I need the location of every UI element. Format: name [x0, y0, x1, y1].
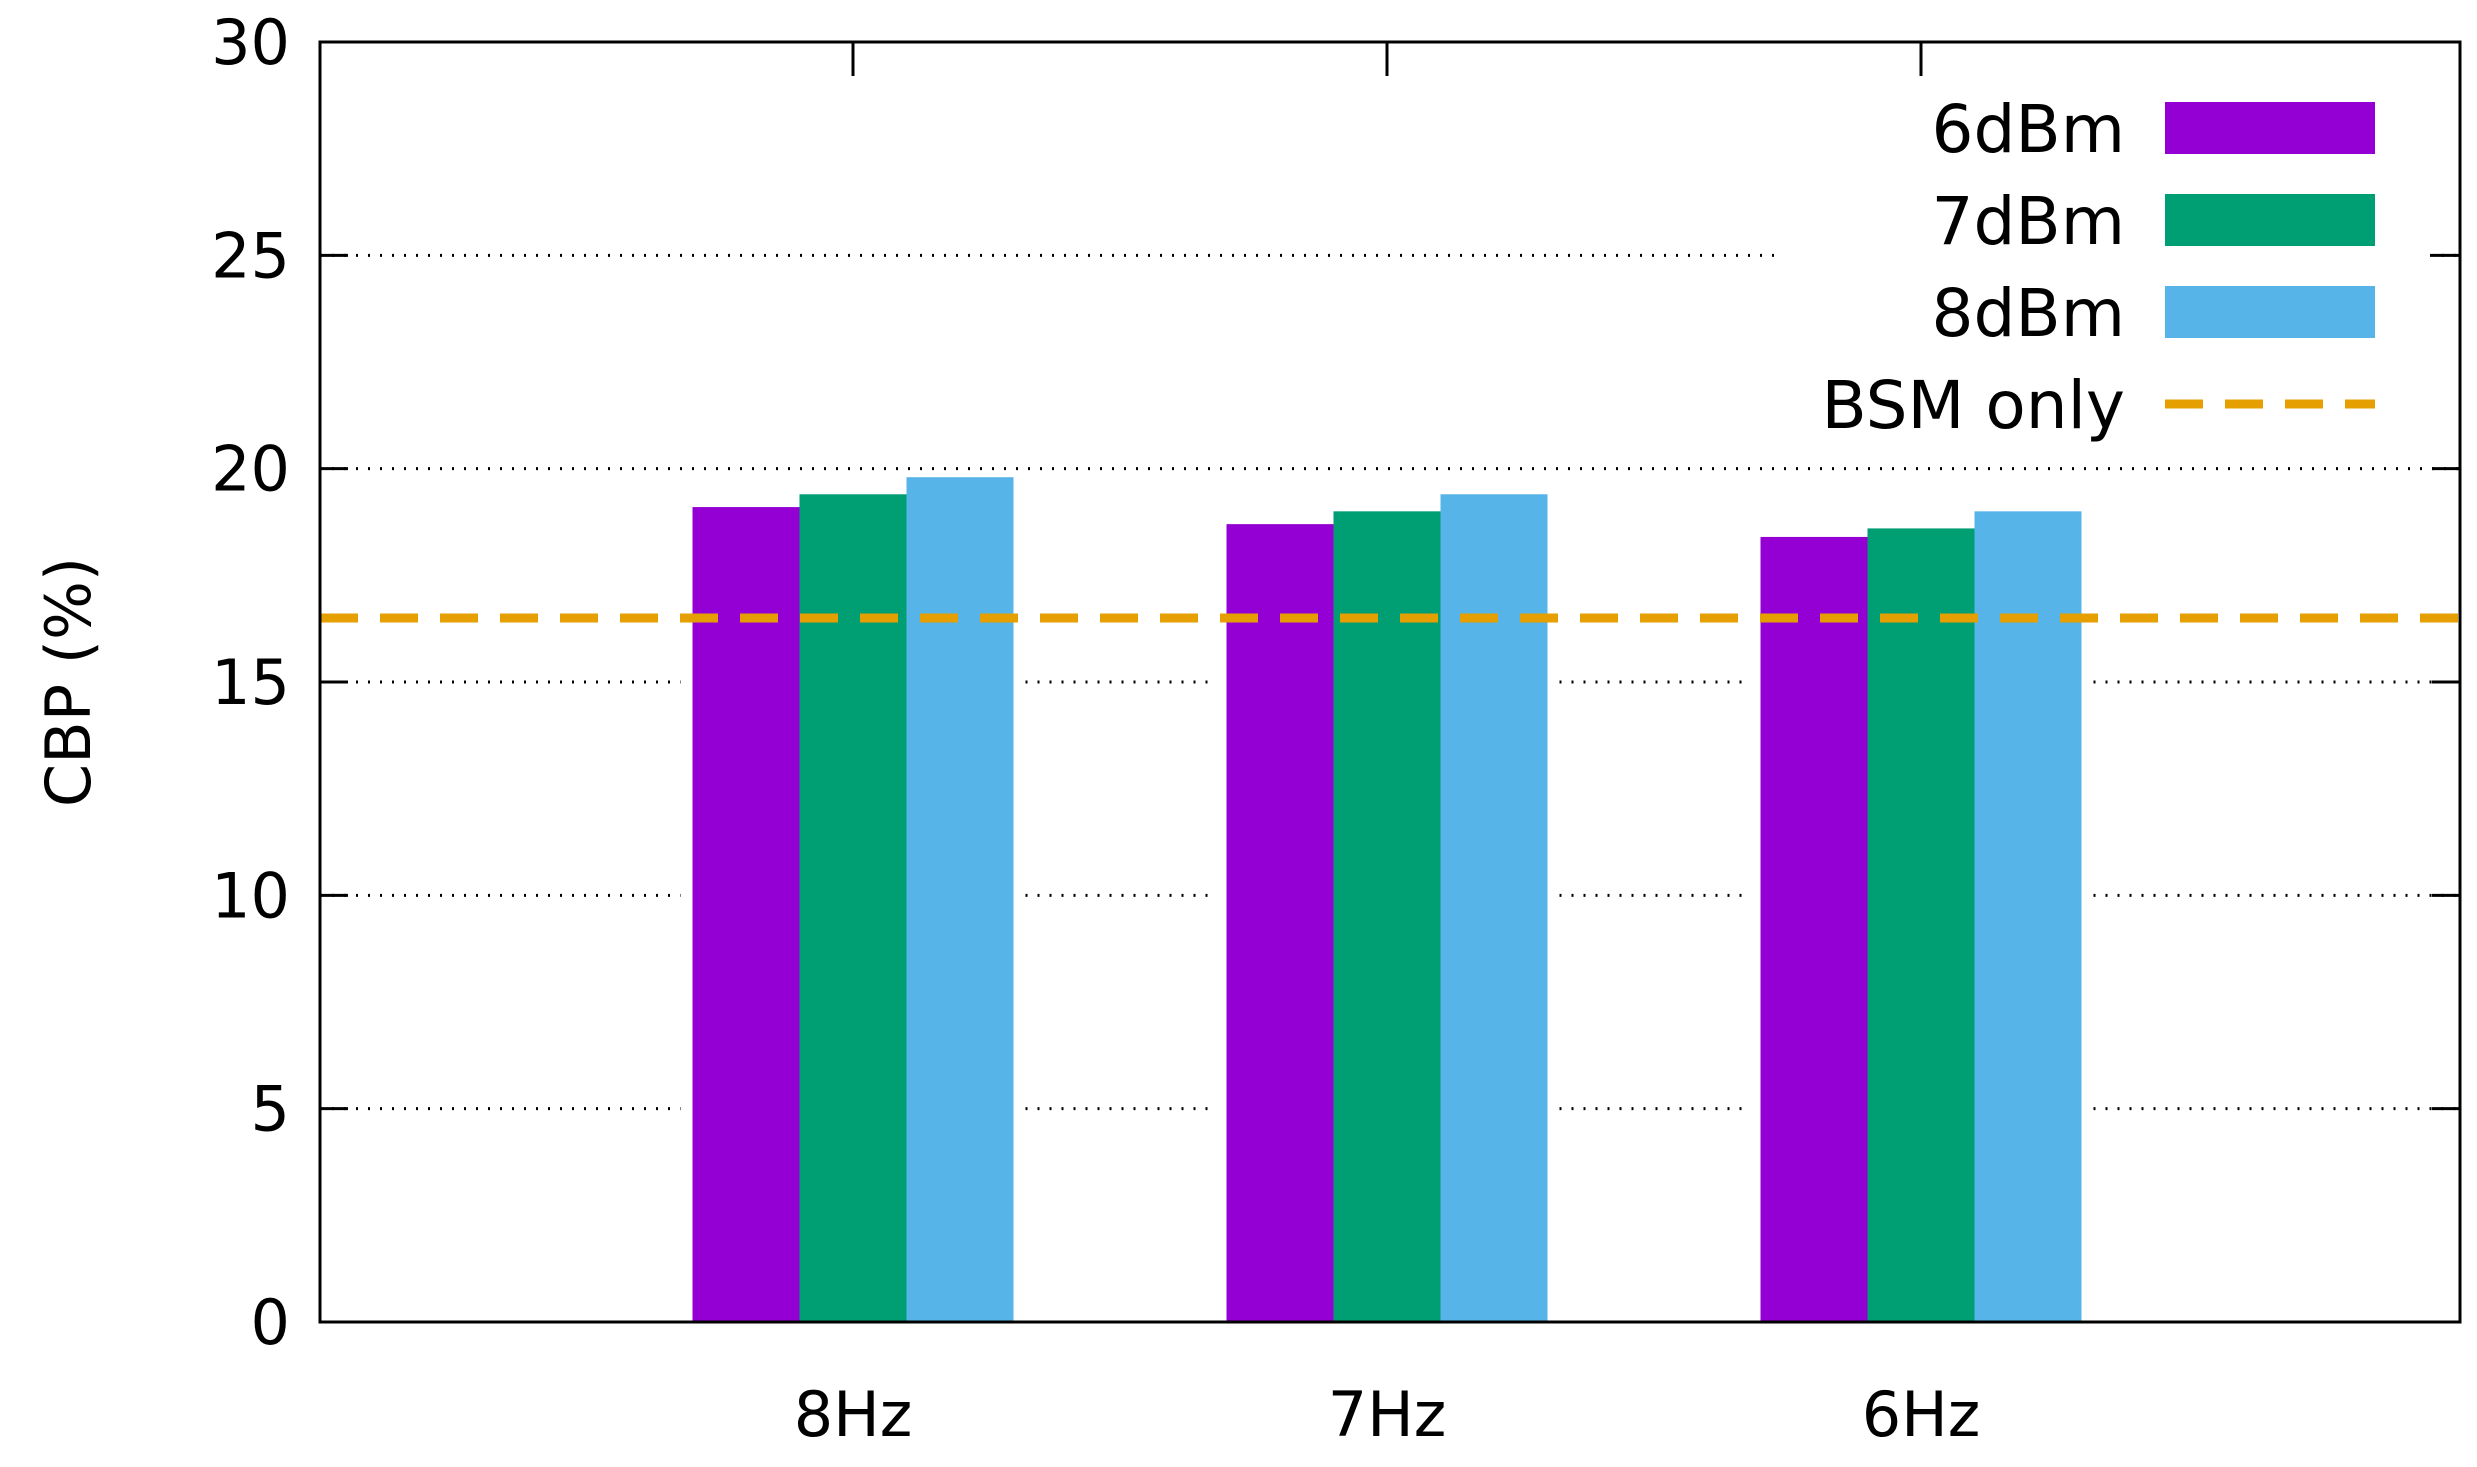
y-tick-label-10: 10 [211, 859, 290, 932]
legend-label-7dBm: 7dBm [1932, 183, 2125, 260]
bar-6dBm-7Hz [1226, 524, 1334, 1322]
bar-7dBm-8Hz [799, 494, 907, 1322]
x-tick-labels: 8Hz 7Hz 6Hz [794, 1378, 1981, 1451]
y-tick-label-5: 5 [251, 1073, 290, 1146]
legend-label-8dBm: 8dBm [1932, 275, 2125, 352]
bar-8dBm-7Hz [1440, 494, 1548, 1322]
bars [692, 477, 2082, 1323]
legend-swatch-8dBm [2165, 286, 2375, 338]
y-tick-label-25: 25 [211, 219, 290, 292]
legend: 6dBm 7dBm 8dBm BSM only [1821, 91, 2375, 444]
bar-8dBm-8Hz [906, 477, 1014, 1322]
y-tick-label-0: 0 [251, 1286, 290, 1359]
x-tick-label-6Hz: 6Hz [1862, 1378, 1981, 1451]
y-tick-labels: 0 5 10 15 20 25 30 [211, 6, 290, 1359]
bar-7dBm-7Hz [1333, 511, 1441, 1322]
legend-swatch-7dBm [2165, 194, 2375, 246]
bar-6dBm-6Hz [1760, 536, 1868, 1322]
bar-8dBm-6Hz [1974, 511, 2082, 1322]
grid-lines [320, 253, 2460, 1111]
bar-7dBm-6Hz [1867, 528, 1975, 1322]
legend-label-BSM-only: BSM only [1821, 367, 2125, 444]
y-tick-label-15: 15 [211, 646, 290, 719]
x-tick-label-8Hz: 8Hz [794, 1378, 913, 1451]
y-tick-label-20: 20 [211, 433, 290, 506]
y-axis-title: CBP (%) [32, 557, 105, 807]
legend-label-6dBm: 6dBm [1932, 91, 2125, 168]
y-tick-label-30: 30 [211, 6, 290, 79]
bar-6dBm-8Hz [692, 507, 800, 1323]
legend-swatch-6dBm [2165, 102, 2375, 154]
axis-ticks [320, 40, 2460, 1324]
x-tick-label-7Hz: 7Hz [1328, 1378, 1447, 1451]
